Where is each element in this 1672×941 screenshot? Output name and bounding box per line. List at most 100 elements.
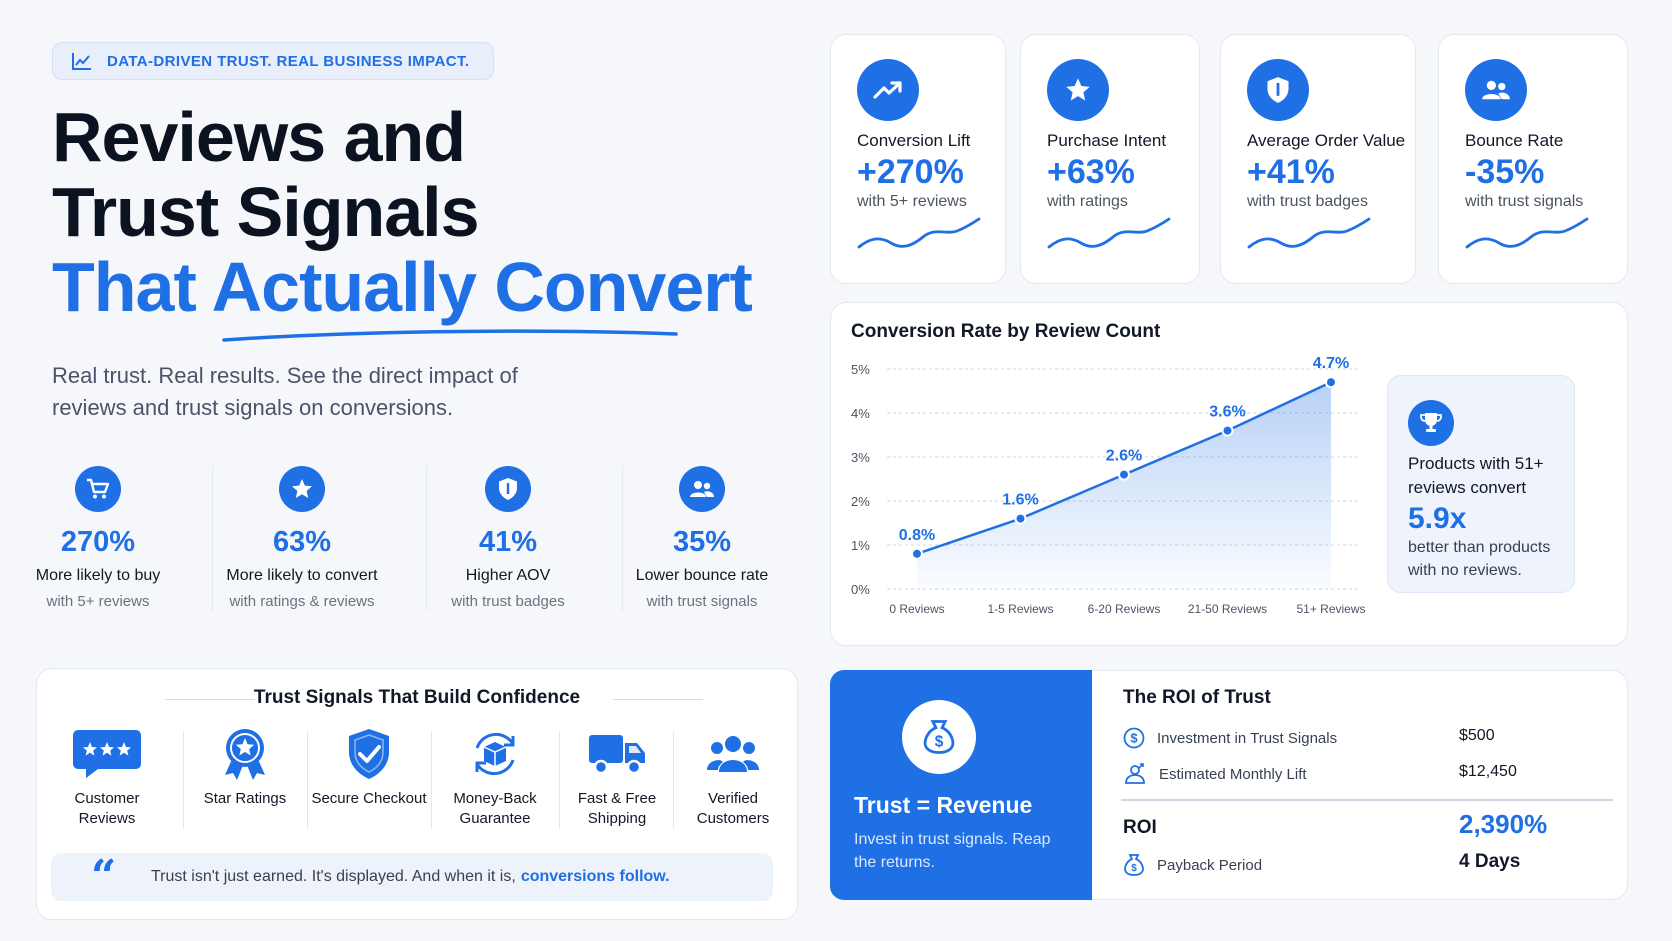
dollar-icon: $ xyxy=(1123,727,1145,749)
kpi-conversion-lift: Conversion Lift +270% with 5+ reviews xyxy=(830,34,1006,284)
shield-icon xyxy=(1247,59,1309,121)
kpi-sparkline xyxy=(1047,217,1171,249)
kpi-sparkline xyxy=(1247,217,1371,249)
roi-row-lift: Estimated Monthly Lift xyxy=(1123,763,1307,785)
data-label: 4.7% xyxy=(1313,355,1349,372)
kpi-value: -35% xyxy=(1465,153,1545,191)
data-point xyxy=(1014,512,1027,525)
y-tick-label: 0% xyxy=(851,582,870,597)
tagline-pill: DATA-DRIVEN TRUST. REAL BUSINESS IMPACT. xyxy=(52,42,494,80)
kpi-sub: with 5+ reviews xyxy=(857,193,967,210)
roi-row-payback: $ Payback Period xyxy=(1123,853,1262,877)
conversion-chart: 0% 1% 2% 3% 4% 5% 0.8% 0 Reviews 1.6% 1-5 Reviews… xyxy=(851,355,1366,616)
roi-banner-title: Trust = Revenue xyxy=(854,792,1033,818)
x-tick-label: 51+ Reviews xyxy=(1296,602,1365,616)
roi-row-value: $12,450 xyxy=(1459,763,1517,780)
x-tick-label: 0 Reviews xyxy=(889,602,944,616)
kpi-sub: with trust signals xyxy=(1465,193,1584,210)
conversion-chart-card: Conversion Rate by Review Count 0% 1% 2% 3%… xyxy=(830,302,1628,646)
kpi-purchase-intent: Purchase Intent +63% with ratings xyxy=(1020,34,1200,284)
page-title: Reviews and Trust Signals That Actually … xyxy=(52,100,812,325)
y-tick-label: 2% xyxy=(851,494,870,509)
shield-icon xyxy=(485,466,531,512)
quote-box: “ Trust isn't just earned. It's displaye… xyxy=(51,851,773,902)
data-label: 2.6% xyxy=(1106,448,1142,465)
users-icon xyxy=(679,466,725,512)
divider xyxy=(673,731,674,829)
title-rule xyxy=(165,699,255,700)
stat-bounce: 35% Lower bounce rate with trust signals xyxy=(602,466,802,610)
chart-callout: Products with 51+ reviews convert 5.9x b… xyxy=(1387,375,1575,593)
stat-conversion: 270% More likely to buy with 5+ reviews xyxy=(0,466,198,610)
chart-title: Conversion Rate by Review Count xyxy=(851,321,1161,342)
kpi-label: Bounce Rate xyxy=(1465,131,1564,150)
y-tick-label: 4% xyxy=(851,406,870,421)
kpi-sub: with ratings xyxy=(1047,193,1128,210)
stat-label: More likely to convert xyxy=(226,567,378,584)
y-tick-label: 5% xyxy=(851,362,870,377)
trust-item-guarantee: Money-Back Guarantee xyxy=(435,725,555,829)
roi-title: The ROI of Trust xyxy=(1123,687,1271,708)
svg-text:$: $ xyxy=(1130,731,1138,746)
growth-icon xyxy=(1125,763,1145,784)
review-bubble-icon xyxy=(47,725,167,783)
roi-value: 2,390% xyxy=(1459,809,1548,839)
roi-row-value: $500 xyxy=(1459,727,1495,744)
star-icon xyxy=(1047,59,1109,121)
users-icon xyxy=(1465,59,1527,121)
trust-signals-card: Trust Signals That Build Confidence Cust… xyxy=(36,668,798,920)
y-tick-label: 3% xyxy=(851,450,870,465)
stat-value: 63% xyxy=(272,526,332,558)
divider xyxy=(622,466,623,611)
title-line-2: Trust Signals xyxy=(52,173,480,251)
callout-sub: better than products with no reviews. xyxy=(1408,539,1551,579)
kpi-sparkline xyxy=(1465,217,1589,249)
money-back-icon xyxy=(435,725,555,783)
trust-item-ratings: Star Ratings xyxy=(185,725,305,809)
stat-value: 35% xyxy=(672,526,732,558)
trust-item-label: Verified Customers xyxy=(696,790,770,827)
x-tick-label: 1-5 Reviews xyxy=(987,602,1053,616)
data-label: 0.8% xyxy=(899,527,935,544)
roi-banner: $ Trust = Revenue Invest in trust signal… xyxy=(830,670,1092,900)
kpi-average-order-value: Average Order Value +41% with trust badg… xyxy=(1220,34,1416,284)
stat-value: 41% xyxy=(478,526,538,558)
trust-item-label: Money-Back Guarantee xyxy=(453,790,537,827)
cart-icon xyxy=(75,466,121,512)
shield-check-icon xyxy=(309,725,429,783)
data-point xyxy=(1325,376,1337,389)
stat-label: More likely to buy xyxy=(35,567,161,584)
roi-divider xyxy=(1121,799,1613,801)
money-bag-icon: $ xyxy=(902,700,976,774)
stat-aov: 41% Higher AOV with trust badges xyxy=(408,466,608,610)
quote-highlight: conversions follow. xyxy=(520,868,670,885)
subtitle: Real trust. Real results. See the direct… xyxy=(52,363,518,420)
quote-mark-icon: “ xyxy=(91,851,117,902)
kpi-value: +41% xyxy=(1247,153,1335,191)
divider xyxy=(183,731,184,829)
data-label: 3.6% xyxy=(1209,404,1245,421)
stat-label: Lower bounce rate xyxy=(635,567,769,584)
kpi-value: +270% xyxy=(857,153,964,191)
ribbon-star-icon xyxy=(185,725,305,783)
trend-up-icon xyxy=(857,59,919,121)
data-point xyxy=(911,547,923,560)
kpi-bounce-rate: Bounce Rate -35% with trust signals xyxy=(1438,34,1628,284)
title-rule xyxy=(613,699,703,700)
truck-icon xyxy=(557,725,677,783)
kpi-label: Conversion Lift xyxy=(857,131,971,150)
trust-item-checkout: Secure Checkout xyxy=(309,725,429,809)
trust-item-label: Star Ratings xyxy=(203,790,287,807)
trust-item-reviews: Customer Reviews xyxy=(47,725,167,829)
data-label: 1.6% xyxy=(1002,492,1038,509)
roi-banner-sub: Invest in trust signals. Reap the return… xyxy=(854,831,1051,871)
trust-signals-title: Trust Signals That Build Confidence xyxy=(253,687,581,708)
trophy-icon xyxy=(1408,400,1454,446)
trust-item-label: Customer Reviews xyxy=(74,790,140,827)
tagline-text: DATA-DRIVEN TRUST. REAL BUSINESS IMPACT. xyxy=(107,52,470,70)
roi-row-label: Investment in Trust Signals xyxy=(1157,729,1338,747)
quote-text: Trust isn't just earned. It's displayed.… xyxy=(151,868,516,885)
y-tick-label: 1% xyxy=(851,538,870,553)
stat-sub: with trust badges xyxy=(451,593,565,610)
chart-trend-icon xyxy=(72,53,91,70)
